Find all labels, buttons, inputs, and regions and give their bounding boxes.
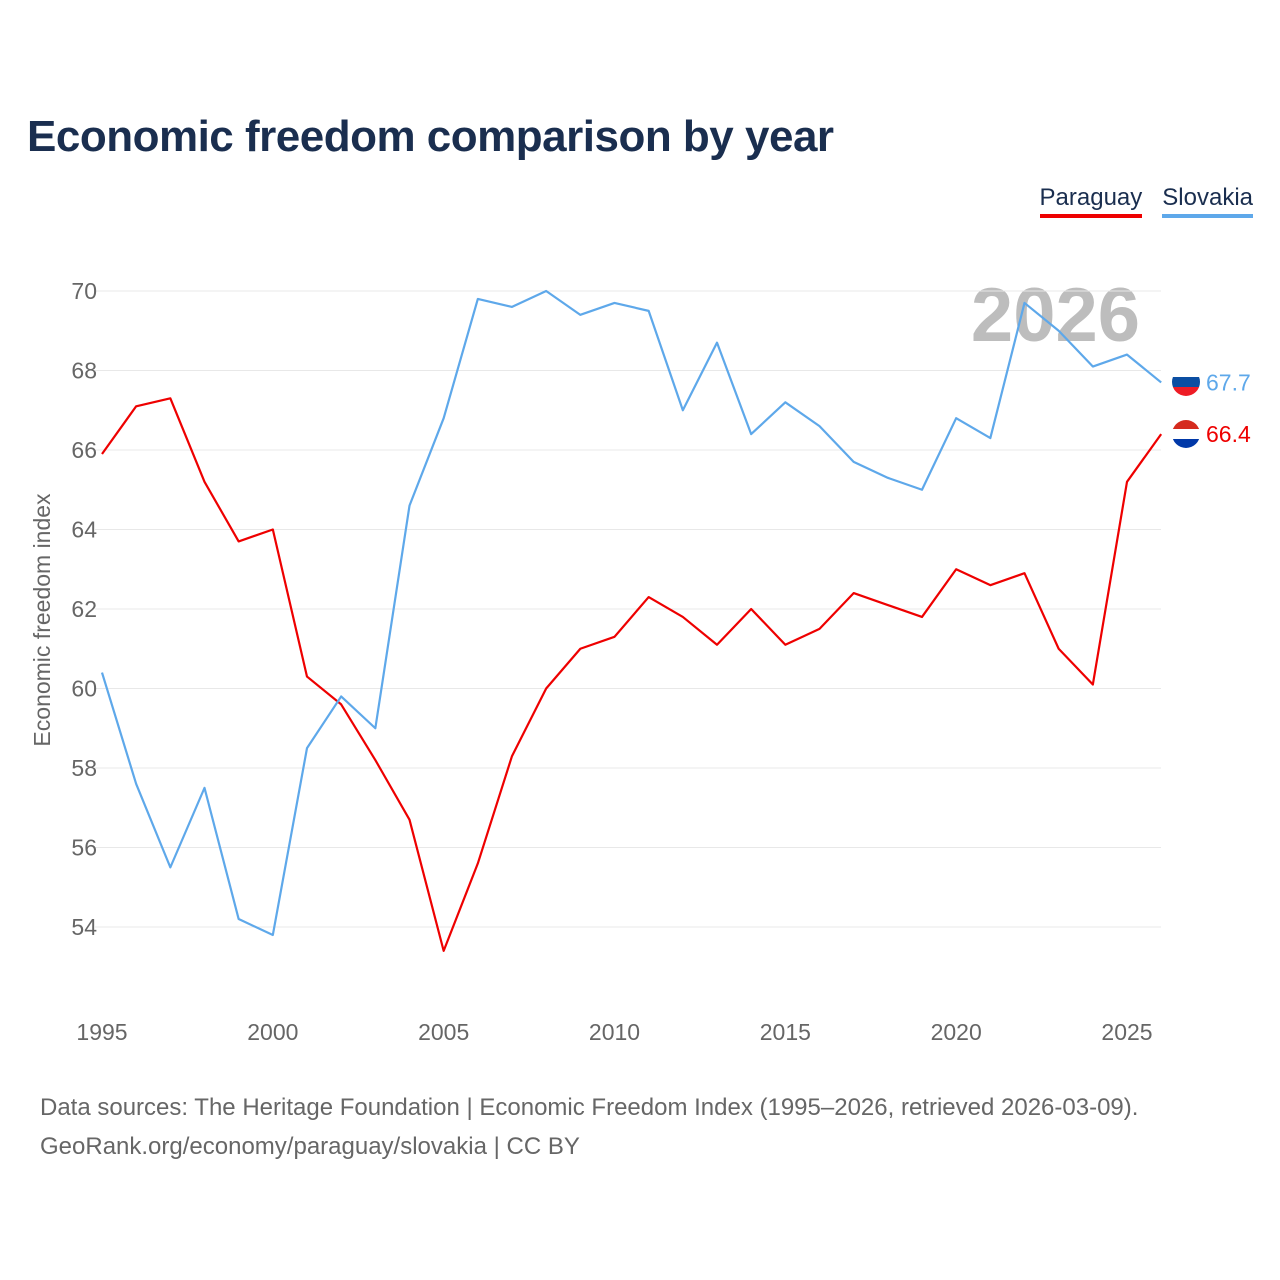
year-watermark: 2026: [971, 273, 1140, 358]
x-tick-label: 1995: [76, 1019, 127, 1045]
y-tick-label: 56: [71, 835, 97, 861]
attribution-link[interactable]: GeoRank.org/economy/paraguay/slovakia | …: [40, 1133, 580, 1160]
y-tick-label: 70: [71, 278, 97, 304]
x-tick-label: 2000: [247, 1019, 298, 1045]
end-value-label: 67.7: [1206, 369, 1251, 395]
chart-title: Economic freedom comparison by year: [27, 112, 834, 161]
series-line-slovakia: [100, 289, 1162, 937]
y-axis-label: Economic freedom index: [29, 493, 55, 747]
y-tick-label: 58: [71, 755, 97, 781]
y-tick-label: 68: [71, 358, 97, 384]
y-tick-label: 54: [71, 914, 97, 940]
legend-paraguay[interactable]: Paraguay: [1039, 184, 1143, 218]
x-tick-label: 2010: [589, 1019, 640, 1045]
footer: Data sources: The Heritage Foundation | …: [40, 1088, 1138, 1166]
y-tick-label: 62: [71, 596, 97, 622]
x-tick-label: 2015: [760, 1019, 811, 1045]
paraguay-flag-icon: [1172, 420, 1200, 448]
legend-slovakia[interactable]: Slovakia: [1162, 184, 1253, 218]
x-tick-label: 2025: [1101, 1019, 1152, 1045]
x-tick-label: 2005: [418, 1019, 469, 1045]
y-tick-label: 66: [71, 437, 97, 463]
end-value-label: 66.4: [1206, 421, 1251, 447]
series-line-paraguay: [101, 397, 1163, 952]
y-tick-label: 64: [71, 517, 97, 543]
data-source: Data sources: The Heritage Foundation | …: [40, 1094, 1139, 1121]
slovakia-flag-icon: [1172, 368, 1200, 396]
legend: Paraguay Slovakia: [1039, 184, 1253, 218]
y-tick-label: 60: [71, 676, 97, 702]
x-tick-label: 2020: [931, 1019, 982, 1045]
